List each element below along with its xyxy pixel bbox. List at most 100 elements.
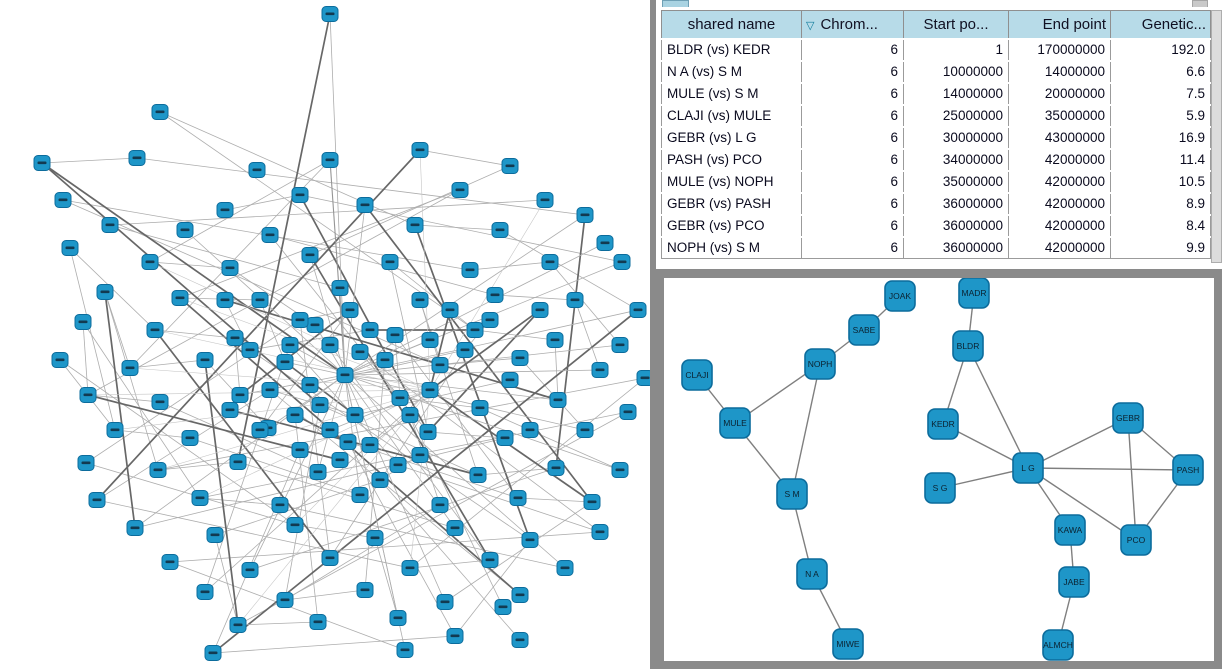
- table-cell[interactable]: 36000000: [903, 191, 1009, 215]
- table-cell[interactable]: 6: [801, 235, 904, 259]
- table-cell[interactable]: 6: [801, 213, 904, 237]
- table-cell[interactable]: 6.6: [1110, 59, 1211, 83]
- table-row[interactable]: BLDR (vs) KEDR 6 1 170000000 192.0: [661, 37, 1211, 61]
- table-cell[interactable]: 9.9: [1110, 235, 1211, 259]
- column-header-chromosome[interactable]: ▽ Chrom...: [801, 10, 904, 39]
- filter-funnel-icon[interactable]: ▽: [806, 19, 815, 32]
- overview-node-label: [100, 290, 110, 294]
- detail-network-node[interactable]: [1120, 524, 1152, 556]
- detail-network-node[interactable]: [804, 348, 836, 380]
- table-cell[interactable]: 11.4: [1110, 147, 1211, 171]
- table-cell[interactable]: MULE (vs) NOPH: [661, 169, 802, 193]
- detail-network-svg[interactable]: JOAK SABE NOPH CLAJI MULE S M N A MIWE MADR BLDR K…: [664, 277, 1214, 661]
- detail-network-node[interactable]: [832, 628, 864, 660]
- detail-network-node[interactable]: [924, 472, 956, 504]
- overview-edge: [249, 349, 531, 541]
- table-row[interactable]: GEBR (vs) L G 6 30000000 43000000 16.9: [661, 125, 1211, 149]
- table-tab-sliver[interactable]: [662, 0, 689, 7]
- overview-node-label: [265, 233, 275, 237]
- table-cell[interactable]: 20000000: [1008, 81, 1111, 105]
- overview-network-panel[interactable]: [0, 0, 654, 669]
- table-row[interactable]: NOPH (vs) S M 6 36000000 42000000 9.9: [661, 235, 1211, 259]
- table-cell[interactable]: 42000000: [1008, 213, 1111, 237]
- detail-network-node[interactable]: [848, 314, 880, 346]
- table-cell[interactable]: 170000000: [1008, 37, 1111, 61]
- table-cell[interactable]: 6: [801, 147, 904, 171]
- table-cell[interactable]: CLAJI (vs) MULE: [661, 103, 802, 127]
- column-header-start-point[interactable]: Start po...: [903, 10, 1009, 39]
- table-cell[interactable]: 10.5: [1110, 169, 1211, 193]
- detail-network-node[interactable]: [1112, 402, 1144, 434]
- table-row[interactable]: MULE (vs) S M 6 14000000 20000000 7.5: [661, 81, 1211, 105]
- table-cell[interactable]: MULE (vs) S M: [661, 81, 802, 105]
- detail-network-node[interactable]: [952, 330, 984, 362]
- detail-network-node[interactable]: [719, 407, 751, 439]
- table-cell[interactable]: 36000000: [903, 213, 1009, 237]
- table-cell[interactable]: 6: [801, 125, 904, 149]
- table-cell[interactable]: 36000000: [903, 235, 1009, 259]
- table-cell[interactable]: 5.9: [1110, 103, 1211, 127]
- table-cell[interactable]: 16.9: [1110, 125, 1211, 149]
- table-cell[interactable]: 1: [903, 37, 1009, 61]
- table-cell[interactable]: 6: [801, 169, 904, 193]
- detail-network-node[interactable]: [1054, 514, 1086, 546]
- table-cell[interactable]: GEBR (vs) L G: [661, 125, 802, 149]
- detail-network-node[interactable]: [927, 408, 959, 440]
- table-cell[interactable]: 43000000: [1008, 125, 1111, 149]
- table-cell[interactable]: 6: [801, 81, 904, 105]
- table-cell[interactable]: 6: [801, 59, 904, 83]
- table-cell[interactable]: 8.4: [1110, 213, 1211, 237]
- table-cell[interactable]: 42000000: [1008, 147, 1111, 171]
- table-cell[interactable]: 8.9: [1110, 191, 1211, 215]
- table-cell[interactable]: 6: [801, 37, 904, 61]
- table-cell[interactable]: 14000000: [903, 81, 1009, 105]
- overview-edge: [344, 204, 366, 376]
- table-row[interactable]: CLAJI (vs) MULE 6 25000000 35000000 5.9: [661, 103, 1211, 127]
- column-header-genetic[interactable]: Genetic...: [1110, 10, 1211, 39]
- table-cell[interactable]: 7.5: [1110, 81, 1211, 105]
- table-cell[interactable]: 30000000: [903, 125, 1009, 149]
- overview-network-canvas[interactable]: [0, 0, 654, 669]
- table-cell[interactable]: 42000000: [1008, 191, 1111, 215]
- table-cell[interactable]: 42000000: [1008, 169, 1111, 193]
- table-cell[interactable]: NOPH (vs) S M: [661, 235, 802, 259]
- table-cell[interactable]: 10000000: [903, 59, 1009, 83]
- overview-edge: [409, 389, 431, 569]
- detail-network-node[interactable]: [958, 277, 990, 309]
- overview-edge: [85, 319, 301, 464]
- detail-network-canvas[interactable]: JOAK SABE NOPH CLAJI MULE S M N A MIWE MADR BLDR K…: [664, 277, 1214, 661]
- table-cell[interactable]: BLDR (vs) KEDR: [661, 37, 802, 61]
- table-row[interactable]: GEBR (vs) PCO 6 36000000 42000000 8.4: [661, 213, 1211, 237]
- detail-network-node[interactable]: [1172, 454, 1204, 486]
- detail-network-node[interactable]: [1058, 566, 1090, 598]
- table-row[interactable]: GEBR (vs) PASH 6 36000000 42000000 8.9: [661, 191, 1211, 215]
- detail-network-node[interactable]: [884, 280, 916, 312]
- table-cell[interactable]: 42000000: [1008, 235, 1111, 259]
- table-cell[interactable]: 35000000: [1008, 103, 1111, 127]
- table-row[interactable]: N A (vs) S M 6 10000000 14000000 6.6: [661, 59, 1211, 83]
- detail-network-node[interactable]: [1012, 452, 1044, 484]
- table-cell[interactable]: 6: [801, 103, 904, 127]
- table-cell[interactable]: 14000000: [1008, 59, 1111, 83]
- table-cell[interactable]: 25000000: [903, 103, 1009, 127]
- table-cell[interactable]: 192.0: [1110, 37, 1211, 61]
- detail-network-node[interactable]: [776, 478, 808, 510]
- table-row[interactable]: PASH (vs) PCO 6 34000000 42000000 11.4: [661, 147, 1211, 171]
- overview-node-label: [633, 308, 643, 312]
- detail-network-node[interactable]: [681, 359, 713, 391]
- table-scrollbar-track[interactable]: [1211, 10, 1222, 263]
- table-cell[interactable]: GEBR (vs) PCO: [661, 213, 802, 237]
- overview-node-label: [615, 343, 625, 347]
- detail-network-node[interactable]: [1042, 629, 1074, 661]
- detail-network-node[interactable]: [796, 558, 828, 590]
- table-cell[interactable]: 6: [801, 191, 904, 215]
- table-cell[interactable]: GEBR (vs) PASH: [661, 191, 802, 215]
- column-header-shared-name[interactable]: shared name: [661, 10, 802, 39]
- table-cell[interactable]: 34000000: [903, 147, 1009, 171]
- table-cell[interactable]: N A (vs) S M: [661, 59, 802, 83]
- table-row[interactable]: MULE (vs) NOPH 6 35000000 42000000 10.5: [661, 169, 1211, 193]
- column-header-end-point[interactable]: End point: [1008, 10, 1111, 39]
- table-cell[interactable]: 35000000: [903, 169, 1009, 193]
- panel-divider[interactable]: [650, 0, 656, 669]
- table-cell[interactable]: PASH (vs) PCO: [661, 147, 802, 171]
